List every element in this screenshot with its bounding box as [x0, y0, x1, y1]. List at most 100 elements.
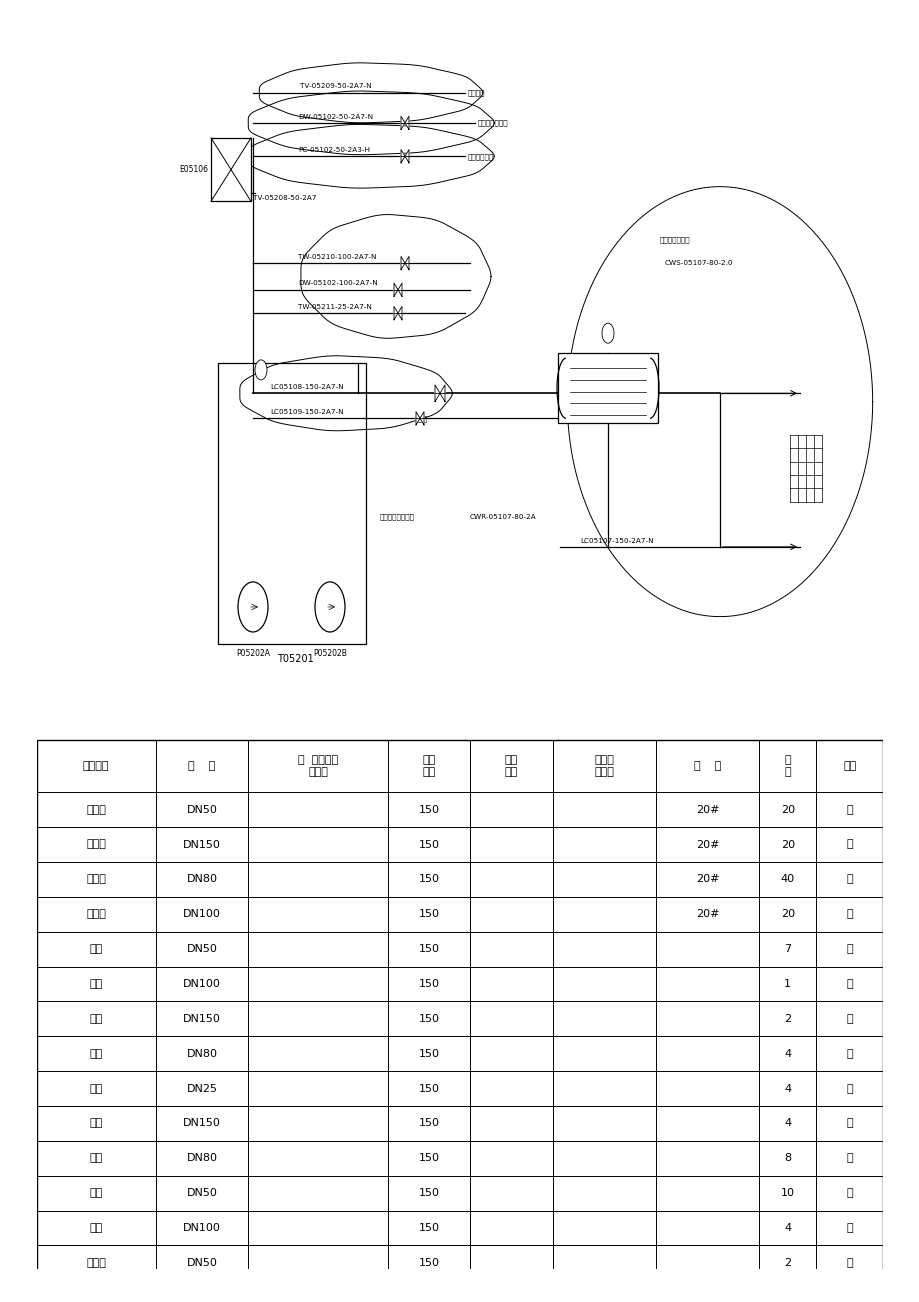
Text: 150: 150: [418, 1014, 439, 1023]
Polygon shape: [393, 306, 398, 320]
Polygon shape: [301, 215, 491, 339]
Text: DN50: DN50: [187, 805, 217, 815]
Bar: [218, 363, 366, 643]
Text: E05106: E05106: [179, 165, 208, 174]
Text: TW-05210-100-2A7-N: TW-05210-100-2A7-N: [298, 254, 376, 259]
Text: T05201: T05201: [277, 654, 313, 664]
Text: 个: 个: [845, 1014, 852, 1023]
Polygon shape: [401, 256, 404, 270]
Text: DN150: DN150: [183, 840, 221, 849]
Text: 150: 150: [418, 1154, 439, 1163]
Text: 4: 4: [783, 1223, 790, 1233]
Text: DN100: DN100: [183, 1223, 221, 1233]
Text: 压力
等级: 压力 等级: [422, 755, 436, 777]
Polygon shape: [398, 283, 402, 297]
Text: 150: 150: [418, 840, 439, 849]
Text: DW-05102-100-2A7-N: DW-05102-100-2A7-N: [298, 280, 378, 286]
Text: 个: 个: [845, 944, 852, 954]
Bar: [558, 353, 657, 423]
Text: DN50: DN50: [187, 1258, 217, 1268]
Polygon shape: [435, 385, 439, 401]
Text: 150: 150: [418, 1118, 439, 1129]
Text: 来自脱硫水管网: 来自脱硫水管网: [478, 120, 508, 126]
Text: 150: 150: [418, 909, 439, 919]
Text: DN50: DN50: [187, 1189, 217, 1198]
Text: 150: 150: [418, 1083, 439, 1094]
Bar: [210, 138, 251, 202]
Text: 20#: 20#: [695, 805, 719, 815]
Text: 150: 150: [418, 1258, 439, 1268]
Text: DN50: DN50: [187, 944, 217, 954]
Text: 个: 个: [845, 1048, 852, 1059]
Text: 闸阀: 闸阀: [89, 1014, 103, 1023]
Text: 个: 个: [845, 1118, 852, 1129]
Text: 20#: 20#: [695, 875, 719, 884]
Text: DN100: DN100: [183, 909, 221, 919]
Text: 数
量: 数 量: [784, 755, 790, 777]
Text: 来自循环上水总管: 来自循环上水总管: [380, 513, 414, 519]
Text: 20#: 20#: [695, 840, 719, 849]
Text: LC05107-150-2A7-N: LC05107-150-2A7-N: [579, 538, 652, 543]
Text: DN150: DN150: [183, 1014, 221, 1023]
Text: 闸阀: 闸阀: [89, 1048, 103, 1059]
Text: DN100: DN100: [183, 979, 221, 990]
Circle shape: [601, 323, 613, 344]
Text: 米: 米: [845, 805, 852, 815]
Text: 8: 8: [783, 1154, 790, 1163]
Text: CWR-05107-80-2A: CWR-05107-80-2A: [470, 514, 536, 519]
Text: 弯头: 弯头: [89, 1189, 103, 1198]
Circle shape: [255, 359, 267, 380]
Text: 150: 150: [418, 1223, 439, 1233]
Text: 去风塔机: 去风塔机: [468, 90, 485, 96]
Text: 单位: 单位: [842, 762, 856, 771]
Text: 碳钢管: 碳钢管: [86, 840, 106, 849]
Text: 1: 1: [783, 979, 790, 990]
Text: 碳钢管: 碳钢管: [86, 909, 106, 919]
Text: 个: 个: [845, 1189, 852, 1198]
Polygon shape: [259, 62, 482, 122]
Text: 去槽阀: 去槽阀: [414, 415, 427, 422]
Text: DN80: DN80: [187, 1048, 217, 1059]
Text: 弯头: 弯头: [89, 1154, 103, 1163]
Text: 个: 个: [845, 1083, 852, 1094]
Polygon shape: [393, 283, 398, 297]
Text: 米: 米: [845, 875, 852, 884]
Text: 150: 150: [418, 805, 439, 815]
Text: 弯头: 弯头: [89, 1223, 103, 1233]
Text: 个: 个: [845, 1258, 852, 1268]
Polygon shape: [404, 150, 409, 163]
Circle shape: [238, 582, 267, 631]
Polygon shape: [401, 150, 404, 163]
Text: 个: 个: [845, 1223, 852, 1233]
Polygon shape: [398, 306, 402, 320]
Polygon shape: [401, 116, 404, 129]
Text: 7: 7: [783, 944, 790, 954]
Text: 壁  厚（螺丝
长度）: 壁 厚（螺丝 长度）: [298, 755, 338, 777]
Text: TW-05211-25-2A7-N: TW-05211-25-2A7-N: [298, 303, 371, 310]
Text: 止回阀: 止回阀: [86, 1258, 106, 1268]
Text: 2: 2: [783, 1258, 790, 1268]
Circle shape: [314, 582, 345, 631]
Text: 米: 米: [845, 909, 852, 919]
Text: 材料名称: 材料名称: [83, 762, 109, 771]
Text: 连接
形式: 连接 形式: [505, 755, 517, 777]
Polygon shape: [248, 125, 494, 187]
Polygon shape: [404, 116, 409, 129]
Polygon shape: [415, 411, 420, 424]
Text: 4: 4: [783, 1083, 790, 1094]
Text: PC-05102-50-2A3-H: PC-05102-50-2A3-H: [298, 147, 369, 152]
Text: DN25: DN25: [187, 1083, 217, 1094]
Text: CWS-05107-80-2.0: CWS-05107-80-2.0: [664, 260, 732, 266]
Polygon shape: [567, 186, 872, 617]
Text: 4: 4: [783, 1048, 790, 1059]
Text: 碳钢管: 碳钢管: [86, 875, 106, 884]
Text: 闸阀: 闸阀: [89, 979, 103, 990]
Text: 150: 150: [418, 875, 439, 884]
Polygon shape: [439, 385, 445, 401]
Text: P05202A: P05202A: [236, 648, 269, 658]
Text: 150: 150: [418, 944, 439, 954]
Text: P05202B: P05202B: [312, 648, 346, 658]
Text: 个: 个: [845, 979, 852, 990]
Text: 150: 150: [418, 1048, 439, 1059]
Text: DN80: DN80: [187, 875, 217, 884]
